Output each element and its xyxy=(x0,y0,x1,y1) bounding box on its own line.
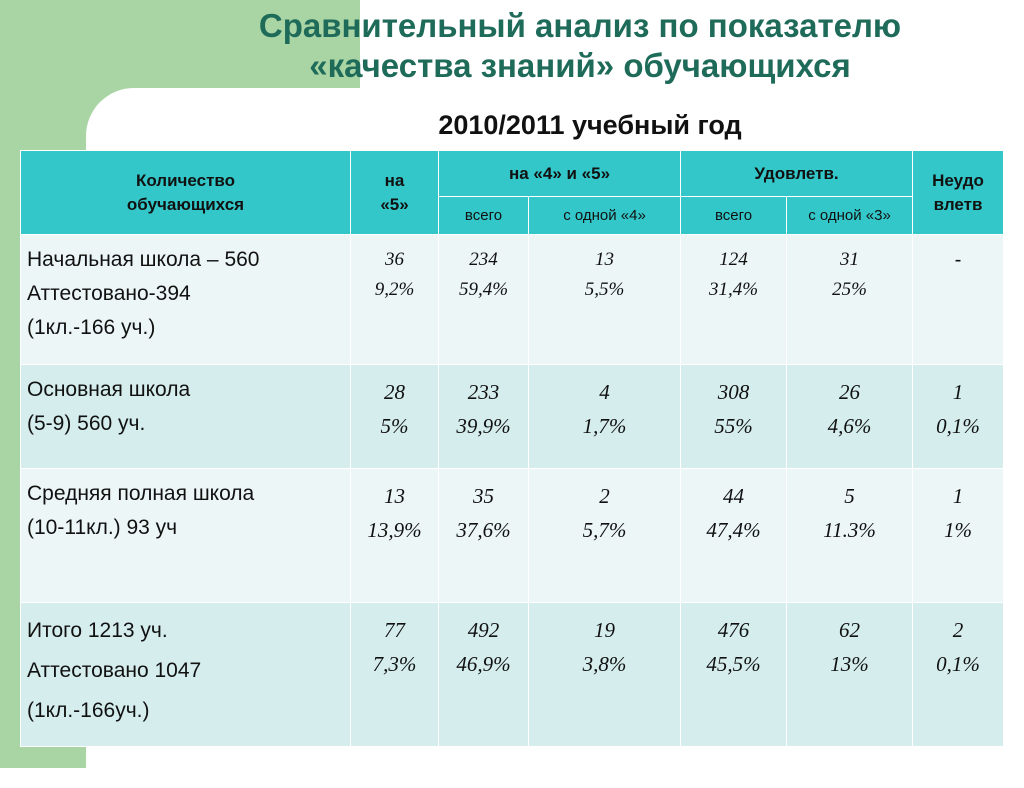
row-label: Начальная школа – 560 Аттестовано-394 (1кл… xyxy=(20,234,351,365)
cell-four-five-all: 233 39,9% xyxy=(438,364,529,469)
header-five: на «5» xyxy=(350,150,439,235)
slide-title: Сравнительный анализ по показателю «каче… xyxy=(150,6,1010,86)
title-line-1: Сравнительный анализ по показателю xyxy=(258,7,902,44)
header-sub-one-three: с одной «3» xyxy=(786,196,914,235)
table-row: Средняя полная школа (10-11кл.) 93 уч 13 1… xyxy=(20,468,1005,603)
cell-one-three: 31 25% xyxy=(786,234,914,365)
cell-four-five-all: 234 59,4% xyxy=(438,234,529,365)
cell-five: 77 7,3% xyxy=(350,602,439,747)
header-sub-all-1: всего xyxy=(438,196,529,235)
cell-four-five-all: 35 37,6% xyxy=(438,468,529,603)
header-satisfactory: Удовлетв. xyxy=(680,150,914,197)
cell-one-three: 26 4,6% xyxy=(786,364,914,469)
table-row: Основная школа (5-9) 560 уч. 28 5% 233 39,9… xyxy=(20,364,1005,469)
cell-one-three: 62 13% xyxy=(786,602,914,747)
cell-one-four: 4 1,7% xyxy=(527,364,682,469)
quality-table: Количество обучающихся на «5» на «4» и «… xyxy=(20,150,1005,747)
header-unsatisfactory: Неудо влетв xyxy=(912,150,1005,235)
row-label: Итого 1213 уч. Аттестовано 1047 (1кл.-166у… xyxy=(20,602,351,747)
header-sub-all-2: всего xyxy=(680,196,788,235)
cell-one-four: 2 5,7% xyxy=(527,468,682,603)
cell-one-four: 19 3,8% xyxy=(527,602,682,747)
header-count: Количество обучающихся xyxy=(20,150,351,235)
cell-unsatisf: 1 1% xyxy=(912,468,1005,603)
cell-satisf-all: 44 47,4% xyxy=(680,468,788,603)
header-sub-one-four: с одной «4» xyxy=(527,196,682,235)
cell-one-three: 5 11.3% xyxy=(786,468,914,603)
row-label: Средняя полная школа (10-11кл.) 93 уч xyxy=(20,468,351,603)
row-label: Основная школа (5-9) 560 уч. xyxy=(20,364,351,469)
header-four-five: на «4» и «5» xyxy=(437,150,682,197)
cell-unsatisf: - xyxy=(912,234,1005,365)
table-row: Начальная школа – 560 Аттестовано-394 (1кл… xyxy=(20,234,1005,365)
academic-year: 2010/2011 учебный год xyxy=(438,110,742,140)
cell-satisf-all: 476 45,5% xyxy=(680,602,788,747)
cell-five: 36 9,2% xyxy=(350,234,439,365)
cell-unsatisf: 1 0,1% xyxy=(912,364,1005,469)
cell-five: 28 5% xyxy=(350,364,439,469)
cell-one-four: 13 5,5% xyxy=(527,234,682,365)
cell-five: 13 13,9% xyxy=(350,468,439,603)
table-row: Итого 1213 уч. Аттестовано 1047 (1кл.-166у… xyxy=(20,602,1005,747)
cell-four-five-all: 492 46,9% xyxy=(438,602,529,747)
title-line-2: «качества знаний» обучающихся xyxy=(309,47,851,84)
cell-satisf-all: 124 31,4% xyxy=(680,234,788,365)
cell-unsatisf: 2 0,1% xyxy=(912,602,1005,747)
cell-satisf-all: 308 55% xyxy=(680,364,788,469)
